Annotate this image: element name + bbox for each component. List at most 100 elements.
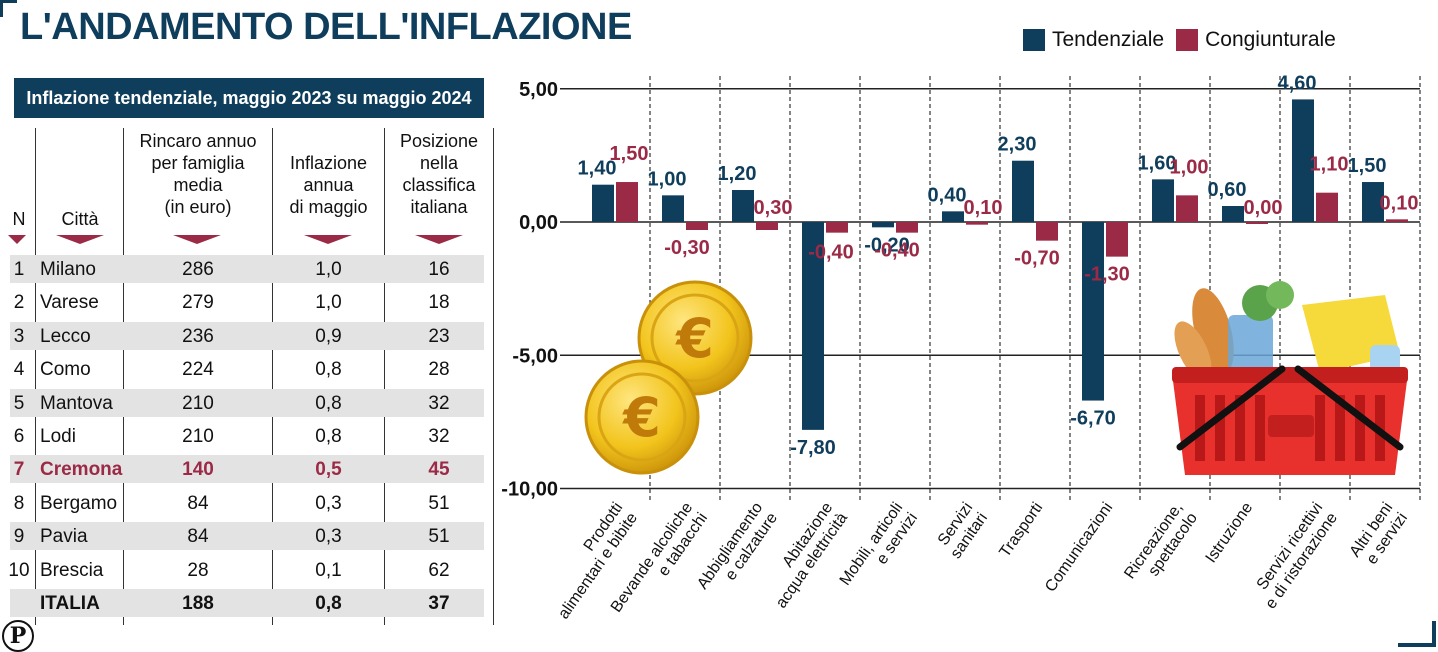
row-background: [10, 388, 484, 417]
cell-rincaro: 210: [182, 392, 214, 414]
legend-swatch-congiunturale: [1176, 29, 1199, 51]
header-posizione-line: classifica: [402, 175, 476, 195]
cell-city: Milano: [40, 259, 96, 280]
bar-congiunturale: [756, 222, 778, 230]
bar-tendenziale: [732, 190, 754, 222]
cell-rincaro: 28: [187, 559, 209, 581]
table-divider: [384, 128, 385, 625]
cell-n: 8: [13, 492, 25, 514]
cell-rincaro: 236: [182, 325, 214, 347]
data-label: -0,40: [808, 242, 854, 264]
header-arrow-icon: [8, 235, 26, 244]
x-category-label: Istruzione: [1203, 499, 1257, 566]
publisher-logo-icon: P: [2, 620, 34, 652]
table-total-row: ITALIA 188 0,8 37: [0, 587, 486, 620]
bar-congiunturale: [966, 222, 988, 225]
bar-tendenziale: [1362, 182, 1384, 222]
cell-inflazione: 1,0: [315, 292, 342, 314]
bar-tendenziale: [872, 222, 894, 228]
bar-tendenziale: [1082, 222, 1104, 401]
cell-inflazione: 0,9: [315, 325, 342, 347]
cell-n: 10: [8, 559, 30, 581]
data-label: 4,60: [1278, 72, 1317, 94]
cell-posizione: 45: [428, 459, 450, 481]
table-divider: [123, 128, 124, 625]
x-category-label-line: Istruzione: [1203, 499, 1257, 566]
cell-city: Varese: [40, 292, 99, 314]
bar-tendenziale: [592, 184, 614, 222]
row-background: [10, 321, 484, 350]
cell-inflazione: 0,8: [315, 392, 342, 414]
cell-n: 7: [13, 459, 25, 481]
header-arrow-icon: [304, 235, 352, 244]
header-rincaro: Rincaro annuo per famiglia media (in eur…: [126, 130, 270, 218]
cell-inflazione: 1,0: [315, 259, 342, 280]
x-category-label: Ricreazione,spettacolo: [1121, 500, 1201, 583]
cell-inflazione: 0,8: [315, 359, 342, 381]
header-citta: Città: [61, 209, 99, 229]
header-posizione-line: nella: [419, 153, 459, 173]
row-background: [10, 255, 484, 283]
row-background: [10, 589, 484, 617]
cell-rincaro: 140: [182, 459, 214, 481]
cell-n: [8, 587, 30, 620]
bar-tendenziale: [1152, 179, 1174, 222]
data-label: -0,70: [1014, 248, 1060, 270]
bar-chart: € € 5,000,00-: [501, 72, 1421, 622]
legend-swatch-tendenziale: [1023, 29, 1045, 51]
table-row: 1 Milano 286 1,0 16: [0, 253, 486, 286]
cell-n: 2: [13, 292, 25, 314]
data-label: 0,60: [1208, 179, 1247, 201]
data-label: -0,30: [664, 237, 710, 259]
cell-rincaro: 210: [182, 426, 214, 447]
table-row: 9 Pavia 84 0,3 51: [0, 520, 486, 553]
cell-posizione: 23: [428, 325, 450, 347]
cell-rincaro: 224: [182, 359, 214, 381]
header-rincaro-line: (in euro): [164, 197, 232, 217]
table-row: 10 Brescia 28 0,1 62: [0, 554, 486, 587]
cell-n: 6: [13, 426, 25, 447]
cell-posizione: 18: [428, 292, 450, 314]
cell-city: Lecco: [40, 325, 91, 347]
data-label: -0,40: [874, 240, 920, 262]
header-inflazione-line: di maggio: [289, 197, 368, 217]
header-n: N: [12, 209, 26, 229]
data-label: 2,30: [998, 134, 1037, 156]
cell-rincaro: 84: [187, 492, 209, 514]
x-category-label-line: Comunicazioni: [1042, 500, 1116, 596]
cell-city: Brescia: [40, 559, 104, 581]
bar-congiunturale: [686, 222, 708, 230]
y-tick-label: -10,00: [501, 479, 558, 501]
cell-rincaro: 188: [182, 593, 214, 614]
data-label: 1,60: [1138, 152, 1177, 174]
bar-tendenziale: [1222, 206, 1244, 222]
data-label: 0,00: [1244, 197, 1283, 219]
cell-rincaro: 286: [182, 259, 214, 280]
x-category-label: Comunicazioni: [1042, 500, 1116, 596]
cell-posizione: 28: [428, 359, 450, 381]
legend-item-congiunturale: Congiunturale: [1176, 28, 1336, 52]
data-label: 1,00: [1170, 156, 1209, 178]
legend-label-congiunturale: Congiunturale: [1205, 28, 1336, 51]
data-label: 1,10: [1310, 154, 1349, 176]
table-row: 8 Bergamo 84 0,3 51: [0, 487, 486, 520]
header-rincaro-line: media: [173, 175, 223, 195]
header-posizione-line: Posizione: [399, 131, 479, 151]
data-label: 1,50: [1348, 155, 1387, 177]
data-label: 1,50: [610, 143, 649, 165]
table-title: Inflazione tendenziale, maggio 2023 su m…: [14, 78, 484, 118]
bar-tendenziale: [662, 195, 684, 222]
data-label: 0,10: [964, 197, 1003, 219]
cell-inflazione: 0,8: [315, 593, 342, 614]
corner-mark-top-left: [0, 0, 17, 17]
bar-congiunturale: [826, 222, 848, 233]
cell-city: Bergamo: [40, 492, 118, 514]
table-row: 6 Lodi 210 0,8 32: [0, 420, 486, 453]
header-arrow-icon: [173, 235, 221, 244]
cell-city: Mantova: [40, 392, 113, 414]
shopping-basket-icon: [1172, 281, 1408, 475]
legend-label-tendenziale: Tendenziale: [1052, 28, 1165, 51]
